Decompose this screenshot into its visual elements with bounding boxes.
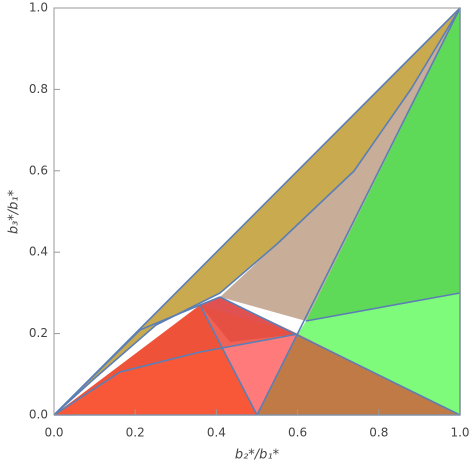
- boundary: [305, 292, 461, 322]
- y-axis-label: b₃*/b₁*: [7, 189, 22, 234]
- x-tick-label: 0.0: [44, 426, 63, 440]
- red-band: [54, 305, 298, 415]
- x-tick-label: 0.4: [207, 426, 226, 440]
- x-tick-label: 0.6: [288, 426, 307, 440]
- light-green-region: [298, 293, 460, 415]
- x-tick-label: 0.2: [126, 426, 145, 440]
- y-tick-label: 0.8: [29, 82, 48, 96]
- y-tick-label: 0.6: [29, 163, 48, 177]
- boundary: [53, 7, 461, 416]
- y-tick-label: 1.0: [29, 1, 48, 15]
- boundary: [53, 296, 221, 416]
- plot-frame: [53, 7, 461, 416]
- y-tick-label: 0.0: [29, 408, 48, 422]
- x-axis-label: b₂*/b₁*: [235, 448, 280, 463]
- boundary: [199, 304, 258, 416]
- tan-region: [220, 8, 460, 321]
- boundary: [53, 333, 299, 416]
- x-tick-label: 1.0: [450, 426, 469, 440]
- y-tick-label: 0.4: [29, 245, 48, 259]
- boundary: [256, 7, 461, 416]
- x-tick-label: 0.8: [369, 426, 388, 440]
- brown-region: [257, 334, 460, 415]
- y-tick-label: 0.2: [29, 326, 48, 340]
- boundary: [219, 296, 461, 416]
